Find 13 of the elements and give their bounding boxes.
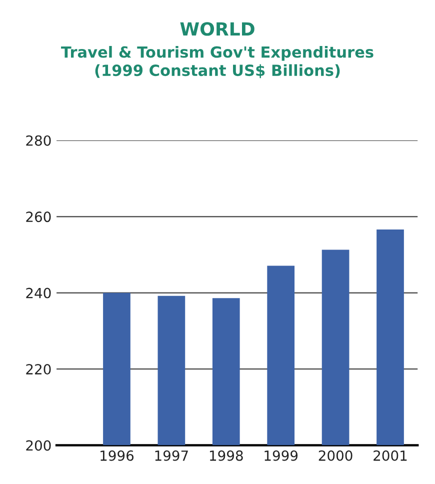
chart-title: WORLD [180,22,254,36]
x-tick-label: 1997 [155,450,188,461]
chart-subtitle: Travel & Tourism Gov't Expenditures (1999 Constant US$ Billions) [61,46,374,78]
y-tick-label: 280 [26,135,51,146]
x-tick-label: 1999 [264,450,298,461]
y-tick-label: 220 [26,364,51,375]
x-tick-label: 1996 [100,450,134,461]
x-tick-label: 2001 [374,450,407,461]
y-tick-label: 200 [26,440,51,451]
y-tick-label: 240 [26,288,51,298]
x-tick-label: 1998 [210,450,243,461]
x-tick-label: 2000 [318,450,352,461]
y-tick-label: 260 [26,212,51,222]
